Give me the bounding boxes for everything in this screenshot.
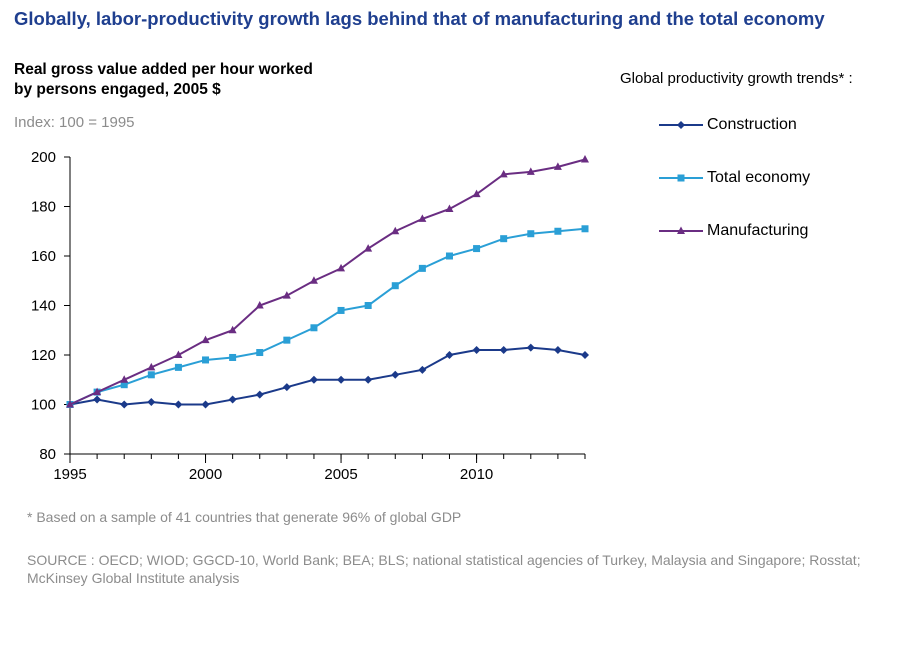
data-point-manufacturing [337, 263, 346, 272]
y-axis-title-line2: by persons engaged, 2005 $ [14, 81, 221, 98]
data-point-total-economy [554, 227, 562, 235]
data-point-manufacturing [201, 335, 210, 344]
source-note: SOURCE : OECD; WIOD; GGCD-10, World Bank… [27, 552, 861, 586]
data-point-total-economy [364, 302, 372, 309]
y-tick-label: 160 [31, 248, 56, 265]
data-point-total-economy [120, 381, 128, 389]
data-point-total-economy [581, 225, 589, 233]
data-point-manufacturing [93, 387, 102, 396]
data-point-manufacturing [499, 169, 508, 178]
data-point-construction [93, 395, 102, 404]
data-point-manufacturing [255, 301, 264, 309]
legend-title: Global productivity growth trends* : [620, 70, 853, 87]
data-point-total-economy [473, 245, 481, 253]
data-point-manufacturing [120, 375, 129, 383]
x-tick-label: 2005 [324, 466, 357, 483]
data-point-construction [553, 346, 562, 355]
data-point-total-economy [174, 363, 182, 371]
y-tick-label: 100 [31, 397, 56, 414]
data-point-manufacturing [174, 350, 183, 358]
data-point-total-economy [500, 235, 508, 243]
data-point-total-economy [202, 356, 210, 364]
y-axis-title-line1: Real gross value added per hour worked [14, 61, 313, 78]
data-point-construction [391, 370, 400, 379]
data-point-construction [147, 398, 156, 407]
data-point-construction [445, 351, 454, 359]
data-point-manufacturing [391, 226, 400, 235]
x-tick-label: 2010 [460, 466, 493, 483]
data-point-manufacturing [228, 325, 237, 334]
series-line-total-economy [69, 227, 586, 406]
data-point-total-economy [418, 264, 426, 272]
data-point-total-economy [283, 336, 291, 344]
data-point-construction [526, 343, 535, 352]
index-subtitle: Index: 100 = 1995 [14, 114, 135, 131]
data-point-construction [364, 375, 373, 384]
legend-item-total-economy: Total economy [655, 165, 810, 191]
data-point-manufacturing [66, 400, 74, 408]
data-point-total-economy [391, 282, 399, 290]
legend-swatch-manufacturing [659, 226, 703, 234]
data-point-construction [472, 346, 481, 355]
data-point-total-economy [256, 349, 264, 357]
data-point-total-economy [147, 371, 155, 379]
x-tick-label: 2000 [189, 466, 222, 483]
series-line-construction [69, 346, 586, 406]
data-point-total-economy [527, 230, 535, 238]
legend-swatch-construction [659, 121, 703, 129]
data-point-construction [174, 400, 183, 409]
y-tick-label: 140 [31, 298, 56, 315]
legend-label: Construction [707, 116, 797, 133]
series-line-manufacturing [69, 158, 586, 406]
data-point-manufacturing [526, 167, 535, 175]
y-tick-label: 200 [31, 149, 56, 166]
legend: Construction Total economy Manufacturing [655, 112, 810, 271]
data-point-construction [255, 390, 264, 399]
legend-label: Total economy [707, 169, 811, 186]
page-title: Globally, labor-productivity growth lags… [14, 8, 825, 29]
data-point-manufacturing [364, 244, 373, 252]
data-point-construction [282, 383, 291, 392]
x-tick-label: 1995 [53, 466, 86, 483]
y-tick-label: 120 [31, 347, 56, 364]
legend-item-construction: Construction [655, 112, 810, 138]
data-point-manufacturing [472, 189, 481, 198]
data-point-manufacturing [147, 362, 156, 371]
data-point-manufacturing [553, 162, 562, 170]
data-point-manufacturing [418, 214, 427, 222]
data-point-construction [581, 351, 589, 359]
data-point-construction [337, 375, 346, 384]
footnote: * Based on a sample of 41 countries that… [27, 509, 462, 525]
data-point-construction [120, 400, 129, 409]
data-point-manufacturing [581, 154, 589, 163]
data-point-manufacturing [282, 291, 291, 299]
data-point-construction [309, 375, 318, 384]
y-axis-title: Real gross value added per hour worked b… [14, 60, 313, 100]
data-point-construction [201, 400, 210, 409]
data-point-total-economy [337, 306, 345, 314]
data-point-total-economy [445, 252, 453, 260]
legend-swatch-total-economy [659, 174, 703, 182]
y-tick-label: 180 [31, 199, 56, 216]
data-point-construction [418, 365, 427, 374]
data-point-manufacturing [309, 276, 318, 284]
legend-label: Manufacturing [707, 222, 809, 239]
y-tick-label: 80 [39, 446, 56, 463]
data-point-total-economy [229, 353, 237, 361]
data-point-manufacturing [445, 204, 454, 212]
data-point-total-economy [310, 324, 318, 332]
legend-item-manufacturing: Manufacturing [655, 218, 810, 244]
data-point-construction [228, 395, 237, 404]
data-point-construction [499, 346, 508, 355]
